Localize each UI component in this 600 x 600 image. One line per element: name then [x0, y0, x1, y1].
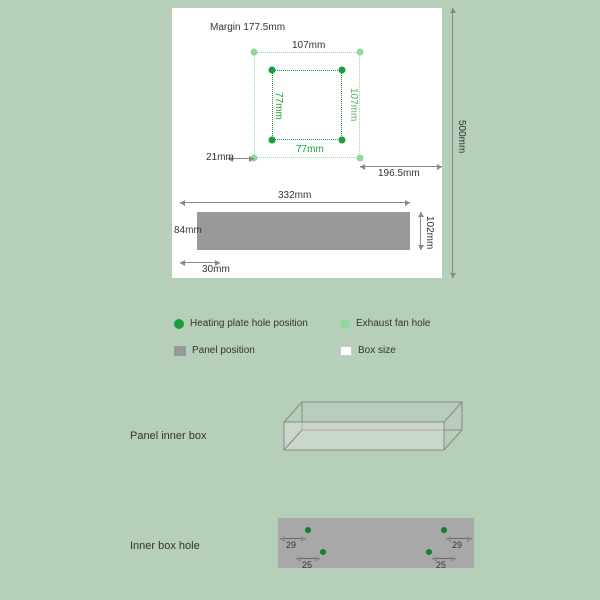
legend-box-label: Box size: [358, 345, 396, 356]
panel-inner-box-svg: [280, 400, 470, 470]
panel-rect: [197, 212, 410, 250]
dim-25-l: [296, 558, 320, 559]
inner-box-hole-label: Inner box hole: [130, 540, 200, 552]
exhaust-hole-br: [357, 155, 364, 162]
heating-hole-bl: [269, 137, 276, 144]
legend-exhaust-label: Exhaust fan hole: [356, 318, 431, 329]
dim-box-height: [452, 8, 453, 278]
outer-sq-right-label: 107mm: [348, 88, 359, 121]
dim-panel-width: [180, 202, 410, 203]
hole-dot-3: [441, 527, 447, 533]
dim-panel-height-label: 102mm: [424, 216, 435, 249]
dim-right-gap: [360, 166, 442, 167]
dim-29-r-label: 29: [452, 540, 462, 550]
exhaust-hole-tr: [357, 49, 364, 56]
dim-29-l-label: 29: [286, 540, 296, 550]
dim-box-height-label: 500mm: [456, 120, 467, 153]
exhaust-hole-tl: [251, 49, 258, 56]
panel-left-label: 84mm: [174, 225, 202, 236]
hole-dot-4: [426, 549, 432, 555]
inner-box-hole-rect: 29 25 29 25: [278, 518, 474, 568]
inner-sq-left-label: 77mm: [273, 92, 284, 120]
hole-dot-1: [305, 527, 311, 533]
legend-panel-label: Panel position: [192, 345, 255, 356]
dim-25-l-label: 25: [302, 560, 312, 570]
outer-sq-top-label: 107mm: [292, 40, 325, 51]
heating-hole-tl: [269, 67, 276, 74]
legend-exhaust-icon: [340, 319, 350, 329]
legend-box: Box size: [340, 345, 396, 356]
legend-panel: Panel position: [174, 345, 255, 356]
legend-panel-icon: [174, 346, 186, 356]
dim-29-r: [446, 538, 472, 539]
legend-box-icon: [340, 346, 352, 356]
dim-panel-height: [420, 212, 421, 250]
legend-exhaust: Exhaust fan hole: [340, 318, 431, 329]
heating-hole-br: [339, 137, 346, 144]
dim-29-l: [280, 538, 306, 539]
hole-dot-2: [320, 549, 326, 555]
margin-label: Margin 177.5mm: [210, 22, 285, 33]
heating-hole-tr: [339, 67, 346, 74]
dim-right-gap-label: 196.5mm: [378, 168, 420, 179]
legend-heating-label: Heating plate hole position: [190, 318, 308, 329]
legend-heating: Heating plate hole position: [174, 318, 308, 329]
dim-25-r: [432, 558, 456, 559]
dim-panel-offset-label: 30mm: [202, 264, 230, 275]
dim-left-gap-label: 21mm: [206, 152, 234, 163]
dim-panel-width-label: 332mm: [278, 190, 311, 201]
dim-panel-offset: [180, 262, 220, 263]
inner-sq-bottom-label: 77mm: [296, 144, 324, 155]
legend-heating-icon: [174, 319, 184, 329]
panel-inner-box-label: Panel inner box: [130, 430, 206, 442]
dim-25-r-label: 25: [436, 560, 446, 570]
